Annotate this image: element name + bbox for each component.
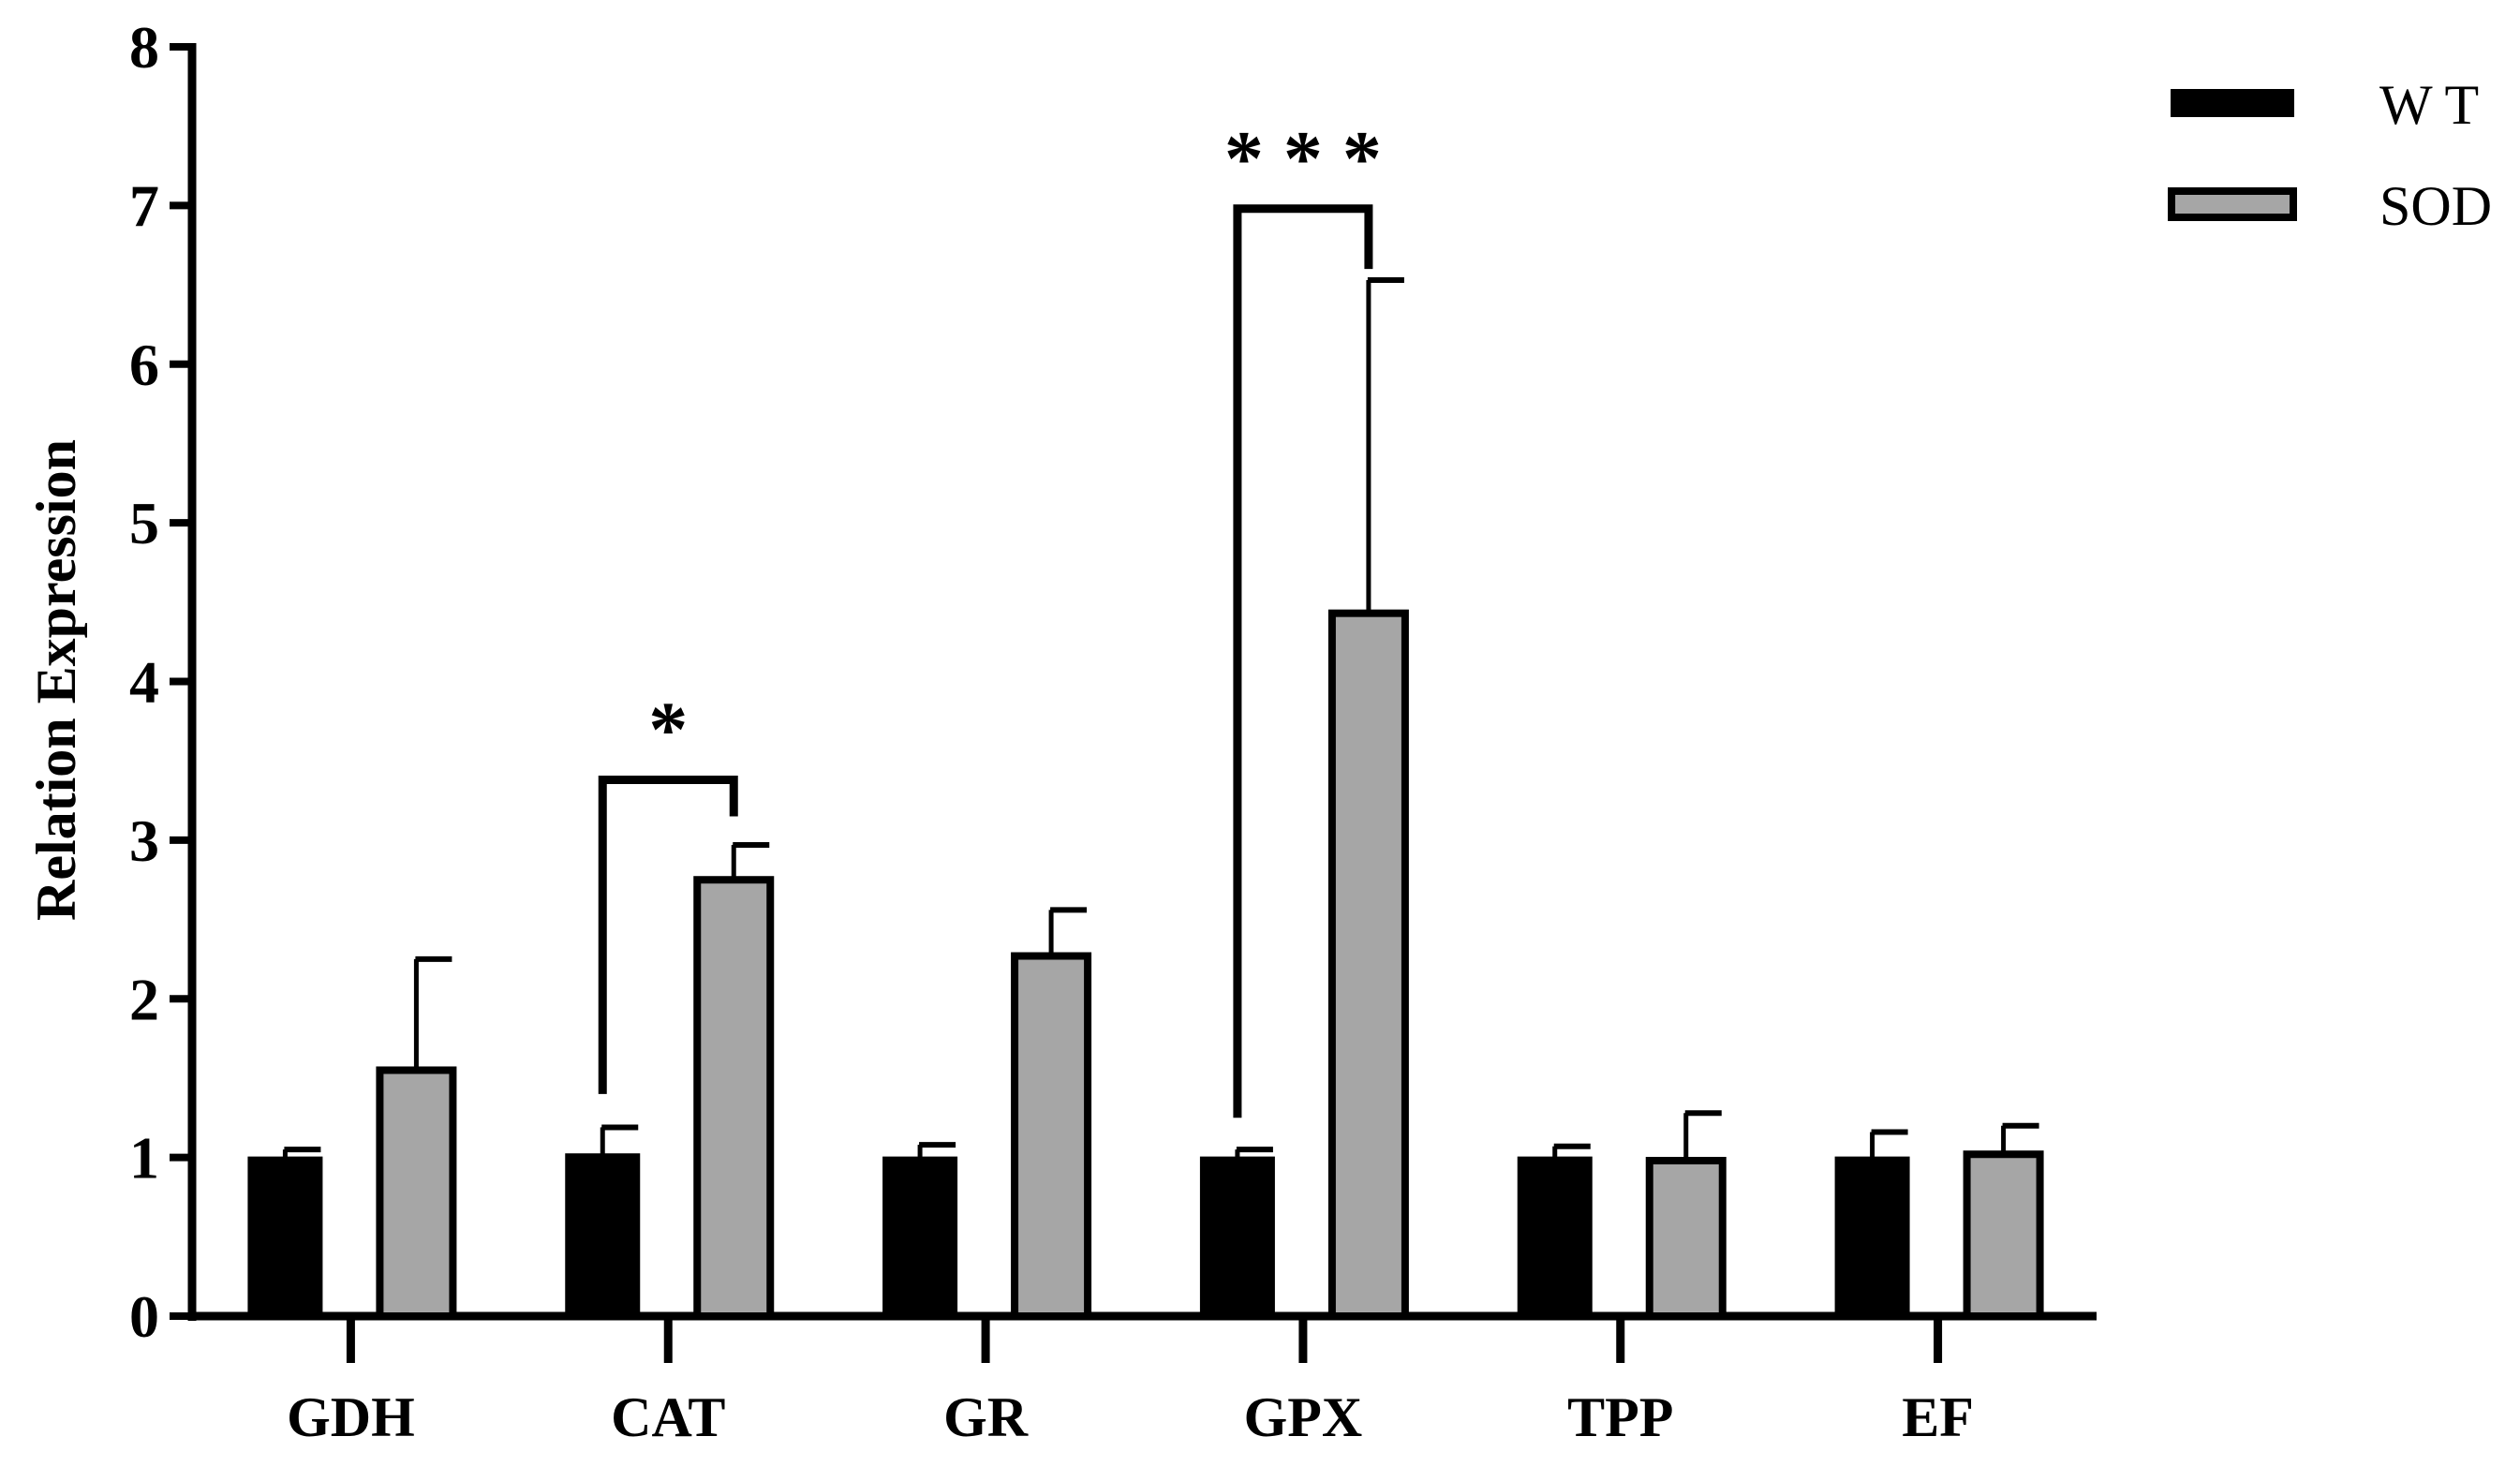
y-tick-label: 2 — [129, 966, 159, 1032]
x-tick-label: GR — [943, 1386, 1029, 1448]
legend: W T SOD — [2168, 74, 2492, 237]
bar-wt — [1834, 1156, 1910, 1317]
y-axis-title: Relation Expression — [25, 439, 87, 921]
y-tick-label: 0 — [129, 1283, 159, 1350]
x-tick-label: GPX — [1244, 1386, 1363, 1448]
y-tick-label: 4 — [129, 649, 159, 716]
bar-sod — [1963, 1150, 2044, 1321]
legend-swatch-wt — [2171, 89, 2294, 117]
y-tick-label: 3 — [129, 807, 159, 874]
bar-sod — [693, 876, 775, 1320]
bar-wt — [882, 1156, 958, 1317]
bar-sod — [1645, 1157, 1727, 1320]
legend-swatch-sod — [2168, 187, 2297, 221]
bar-sod — [1011, 952, 1092, 1320]
y-tick-label: 6 — [129, 332, 159, 398]
bar-sod — [1327, 609, 1409, 1320]
significance-annotations: * * * * — [598, 115, 1382, 1118]
y-tick-label: 1 — [129, 1125, 159, 1192]
axes: 0 1 2 3 4 5 6 7 8 GDH CAT GR GPX TPP EF — [129, 14, 2097, 1448]
y-tick-label: 7 — [129, 172, 159, 239]
significance-bracket — [598, 776, 738, 1094]
significance-bracket — [1233, 204, 1373, 1118]
x-tick-label: CAT — [611, 1386, 725, 1448]
x-tick-label: GDH — [287, 1386, 415, 1448]
bar-wt — [1199, 1156, 1275, 1317]
y-tick-label: 8 — [129, 14, 159, 81]
legend-label: W T — [2379, 74, 2479, 136]
bar-wt — [1517, 1156, 1593, 1317]
x-tick-label: TPP — [1567, 1386, 1673, 1448]
significance-label: * * * — [1224, 115, 1382, 202]
legend-label: SOD — [2379, 175, 2492, 237]
bars — [247, 276, 2044, 1321]
bar-wt — [565, 1153, 641, 1318]
x-tick-label: EF — [1902, 1386, 1974, 1448]
significance-label: * — [648, 687, 688, 774]
bar-sod — [376, 1066, 457, 1320]
y-tick-label: 5 — [129, 490, 159, 556]
bar-wt — [247, 1156, 323, 1317]
